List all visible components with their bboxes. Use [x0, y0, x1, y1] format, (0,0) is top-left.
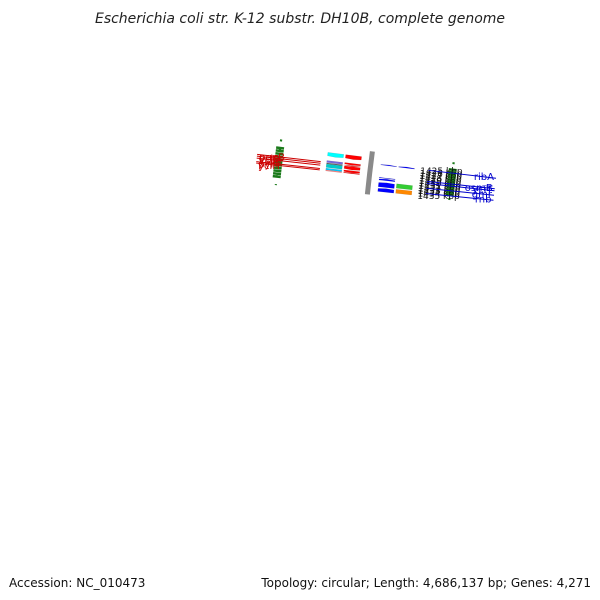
- leader-line: [425, 192, 494, 201]
- gene-feature: [395, 189, 413, 196]
- gene-label-forward: yciT: [472, 185, 493, 196]
- gene-labels: ribAosmByciTgmrrnbpgpByciSyciMpyrFyciH: [256, 152, 497, 205]
- gene-feature: [326, 160, 344, 165]
- gene-feature: [343, 169, 361, 174]
- leader-line: [426, 182, 495, 192]
- inner-dot-ring: [447, 162, 455, 203]
- tick-dot-rings: [274, 139, 455, 203]
- gene-feature: [326, 162, 343, 166]
- tick-label: 1427 kbp: [420, 172, 463, 182]
- tick-mark: [448, 170, 457, 175]
- gene-label-forward: ribA: [474, 172, 494, 183]
- gene-feature: [345, 154, 362, 161]
- gene-label-reverse: pyrF: [258, 160, 280, 171]
- tick-mark-outer: [275, 149, 284, 153]
- gene-feature: [325, 163, 343, 170]
- leader-line: [426, 187, 495, 196]
- tick-mark: [448, 168, 457, 172]
- gene-feature: [377, 182, 395, 189]
- tick-mark-outer: [272, 174, 281, 179]
- gene-feature: [378, 177, 396, 180]
- tick-label: 1433 kbp: [418, 187, 461, 197]
- tick-mark-outer: [272, 172, 282, 176]
- tick-mark: [447, 175, 456, 180]
- gene-feature: [344, 164, 361, 168]
- gene-label-reverse: yciH: [258, 161, 280, 172]
- gene-feature: [344, 162, 361, 167]
- outer-dot-ring: [274, 139, 283, 186]
- tick-mark-outer: [274, 160, 283, 164]
- gene-feature: [378, 178, 396, 183]
- gene-feature: [343, 165, 361, 171]
- gene-label-forward: gmr: [472, 189, 493, 200]
- tick-label: 1435 kbp: [417, 192, 460, 202]
- tick-mark: [446, 188, 455, 192]
- tick-label: 1429 kbp: [419, 177, 462, 187]
- tick-mark-outer: [273, 169, 282, 173]
- tick-mark-outer: [274, 157, 283, 162]
- accession-text: Accession: NC_010473: [9, 576, 145, 590]
- gene-feature: [377, 188, 395, 194]
- leader-line: [256, 162, 320, 171]
- leader-line: [427, 180, 495, 190]
- tick-mark: [446, 185, 455, 190]
- gene-label-forward: osmB: [465, 183, 493, 194]
- map-title: Escherichia coli str. K-12 substr. DH10B…: [95, 11, 505, 27]
- tick-mark: [445, 193, 454, 197]
- leader-line: [256, 161, 320, 170]
- gene-feature: [398, 166, 415, 170]
- gene-label-forward: rnb: [475, 194, 492, 205]
- genome-summary-text: Topology: circular; Length: 4,686,137 bp…: [260, 576, 591, 590]
- tick-mark-outer: [273, 166, 282, 170]
- leader-line: [256, 157, 321, 166]
- tick-mark: [447, 173, 457, 177]
- genome-backbone: [364, 151, 375, 195]
- tick-label: 1426 kbp: [420, 170, 463, 180]
- gene-label-reverse: yciM: [259, 156, 282, 167]
- tick-label: 1428 kbp: [419, 175, 462, 185]
- gene-feature: [325, 167, 343, 172]
- tick-mark: [447, 178, 456, 182]
- leader-line: [428, 169, 497, 179]
- gene-feature: [327, 152, 345, 159]
- gene-feature: [325, 169, 342, 173]
- backbone-arc: [364, 151, 375, 195]
- leader-line: [257, 153, 321, 163]
- gene-feature: [395, 183, 413, 191]
- tick-mark-outer: [275, 146, 285, 150]
- tick-label: 1431 kbp: [418, 182, 461, 192]
- gene-features: [325, 152, 415, 196]
- tick-mark: [447, 180, 456, 185]
- tick-mark: [445, 190, 455, 195]
- leader-line: [256, 155, 321, 164]
- gene-feature: [380, 164, 397, 168]
- tick-mark: [446, 183, 455, 187]
- tick-mark-outer: [275, 151, 284, 156]
- gene-feature: [343, 171, 360, 175]
